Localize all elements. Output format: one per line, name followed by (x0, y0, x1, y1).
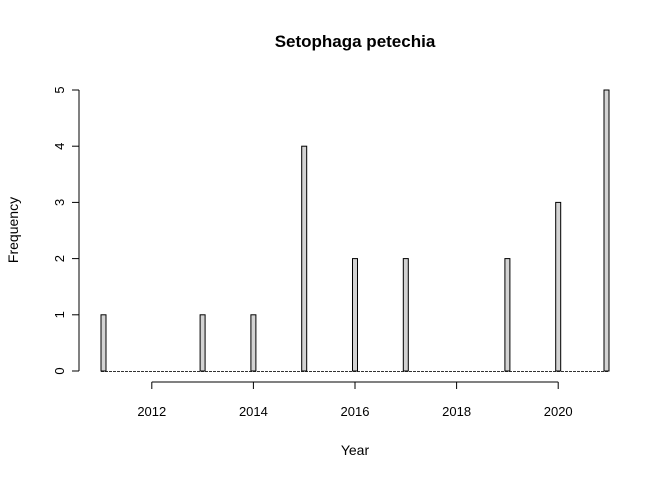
bar-2015 (301, 145, 308, 372)
bar-2013 (199, 314, 206, 372)
x-tick-label: 2012 (137, 404, 166, 419)
y-tick-label: 3 (52, 199, 67, 206)
y-tick-label: 2 (52, 255, 67, 262)
y-tick-label: 1 (52, 311, 67, 318)
y-tick-label: 4 (52, 143, 67, 150)
x-axis: 2012 2014 2016 2018 2020 (137, 381, 573, 419)
bar-2017 (402, 258, 409, 372)
bar-2011 (100, 314, 107, 372)
bar-2014 (250, 314, 257, 372)
y-axis: 0 1 2 3 4 5 (52, 86, 80, 375)
y-tick-label: 5 (52, 86, 67, 93)
bar-2020 (555, 201, 562, 372)
x-tick-label: 2014 (239, 404, 268, 419)
x-tick-label: 2018 (442, 404, 471, 419)
bar-2021 (603, 89, 610, 372)
x-tick-label: 2020 (544, 404, 573, 419)
chart-title: Setophaga petechia (275, 32, 436, 51)
x-tick-label: 2016 (341, 404, 370, 419)
bar-series (100, 89, 610, 372)
y-tick-label: 0 (52, 367, 67, 374)
bar-2016 (352, 258, 358, 372)
x-axis-label: Year (341, 442, 370, 458)
y-axis-label: Frequency (5, 197, 21, 263)
bar-2019 (504, 258, 511, 372)
